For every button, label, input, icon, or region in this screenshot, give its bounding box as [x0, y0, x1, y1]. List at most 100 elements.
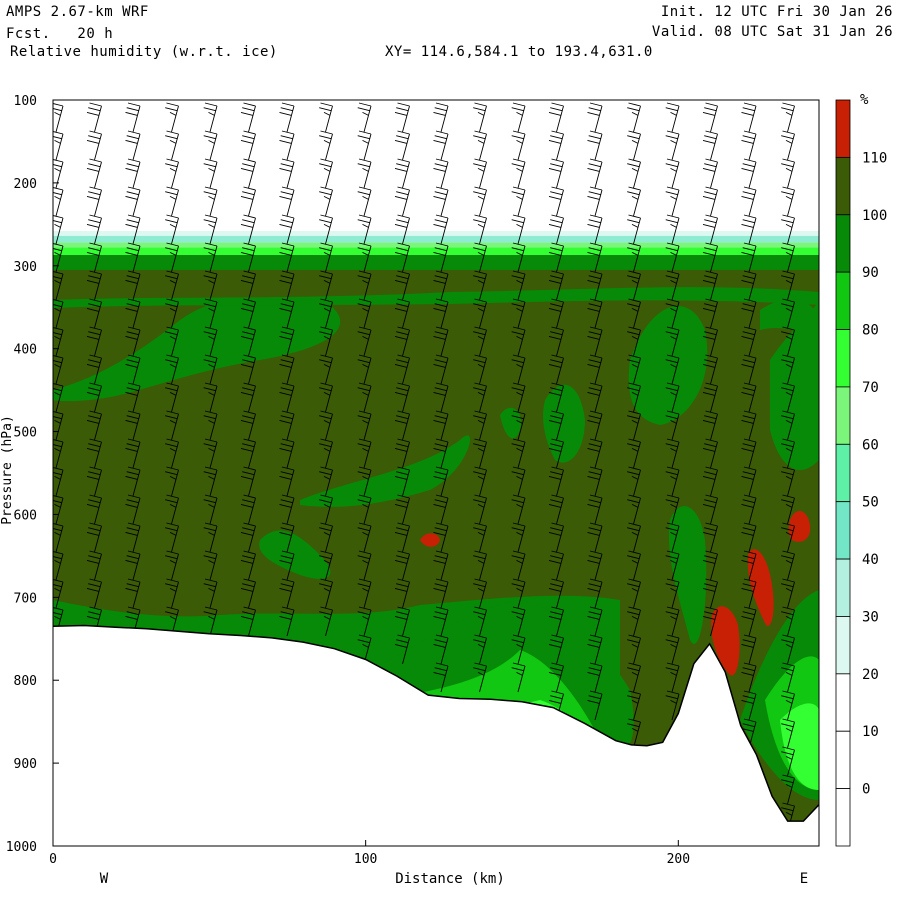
colorbar-tick-label: 0	[862, 782, 870, 798]
wind-barb	[511, 214, 526, 245]
wind-barb	[125, 214, 141, 245]
wind-barb	[165, 158, 179, 189]
wind-barb	[357, 158, 372, 189]
wind-barb	[741, 242, 757, 273]
wind-barb	[587, 578, 603, 609]
wind-barb	[820, 775, 833, 804]
wind-barb	[394, 186, 410, 217]
wind-barb	[394, 382, 410, 413]
wind-barb	[741, 158, 757, 189]
wind-barb	[820, 663, 833, 692]
wind-barb	[511, 130, 526, 161]
wind-barb	[781, 690, 795, 721]
wind-barb	[473, 354, 487, 385]
wind-barb	[433, 130, 449, 161]
wind-barb	[587, 662, 603, 693]
wind-barb	[433, 578, 449, 609]
wind-barb	[319, 354, 333, 385]
wind-barb	[279, 550, 295, 581]
wind-barb	[203, 186, 218, 217]
wind-barb	[433, 158, 449, 189]
wind-barb	[548, 186, 564, 217]
wind-barb	[473, 242, 487, 273]
wind-barb	[319, 270, 333, 301]
wind-barb	[53, 495, 64, 525]
wind-barb	[125, 578, 141, 609]
wind-barb	[627, 186, 641, 217]
wind-barb	[165, 130, 179, 161]
wind-barb	[627, 382, 641, 413]
wind-barb	[627, 438, 641, 469]
x-tick-label: 100	[354, 852, 377, 867]
wind-barb	[165, 550, 179, 581]
wind-barb	[665, 606, 680, 637]
wind-barb	[741, 578, 757, 609]
band-70-80	[53, 242, 819, 248]
wind-barb	[511, 522, 526, 553]
wind-barb	[665, 410, 680, 441]
wind-barb	[741, 634, 757, 665]
wind-barb	[240, 326, 256, 357]
wind-barb	[548, 298, 564, 329]
header-init: Init. 12 UTC Fri 30 Jan 26	[660, 4, 893, 20]
wind-barb	[240, 130, 256, 161]
wind-barb	[53, 327, 64, 357]
colorbar-tick-label: 60	[862, 437, 879, 453]
wind-barb	[548, 382, 564, 413]
wind-barb	[702, 130, 718, 161]
wind-barb	[627, 298, 641, 329]
wind-barb	[165, 270, 179, 301]
wind-barb	[548, 522, 564, 553]
wind-barb	[125, 158, 141, 189]
wind-barb	[86, 410, 102, 441]
header-model: AMPS 2.67-km WRF	[6, 4, 149, 20]
wind-barb	[587, 158, 603, 189]
wind-barb	[394, 550, 410, 581]
wind-barb	[781, 270, 795, 301]
wind-barb	[741, 326, 757, 357]
wind-barb	[665, 578, 680, 609]
wind-barb	[125, 438, 141, 469]
wind-barb	[702, 382, 718, 413]
wind-barb	[165, 606, 179, 637]
wind-barb	[473, 158, 487, 189]
wind-barb	[587, 326, 603, 357]
wind-barb	[741, 438, 757, 469]
wind-barb	[357, 550, 372, 581]
wind-barb	[240, 466, 256, 497]
wind-barb	[665, 354, 680, 385]
wind-barb	[86, 522, 102, 553]
wind-barb	[394, 130, 410, 161]
band-30-40	[53, 230, 819, 236]
wind-barb	[357, 242, 372, 273]
wind-barb	[511, 270, 526, 301]
wind-barb	[279, 606, 295, 637]
colorbar: 0 10 20 30 40 50 60 70 80 90 100 110	[835, 99, 887, 847]
wind-barb	[511, 186, 526, 217]
wind-barb	[741, 662, 757, 693]
wind-barb	[820, 383, 833, 412]
wind-barb	[86, 130, 102, 161]
wind-barb	[319, 298, 333, 329]
wind-barb	[702, 522, 718, 553]
rh-contour-region	[669, 506, 707, 644]
colorbar-segment	[835, 329, 851, 388]
wind-barb	[627, 634, 641, 665]
wind-barb	[394, 354, 410, 385]
colorbar-segment	[835, 156, 851, 216]
wind-barb	[627, 354, 641, 385]
x-axis-label: Distance (km)	[395, 871, 505, 887]
wind-barb	[86, 606, 102, 637]
wind-barb	[741, 522, 757, 553]
terrain-mask	[53, 625, 819, 846]
wind-barb	[279, 130, 295, 161]
wind-barb	[665, 298, 680, 329]
wind-barb	[820, 691, 833, 720]
wind-barb	[240, 578, 256, 609]
wind-barb	[433, 102, 449, 133]
wind-barb	[433, 242, 449, 273]
colorbar-segment	[835, 616, 851, 675]
wind-barb	[548, 214, 564, 245]
wind-barb	[627, 130, 641, 161]
wind-barb	[587, 494, 603, 525]
